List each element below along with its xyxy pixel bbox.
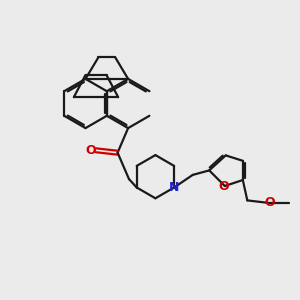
Text: O: O: [85, 144, 96, 157]
Text: N: N: [169, 181, 179, 194]
Text: O: O: [264, 196, 275, 209]
Text: O: O: [218, 179, 229, 193]
